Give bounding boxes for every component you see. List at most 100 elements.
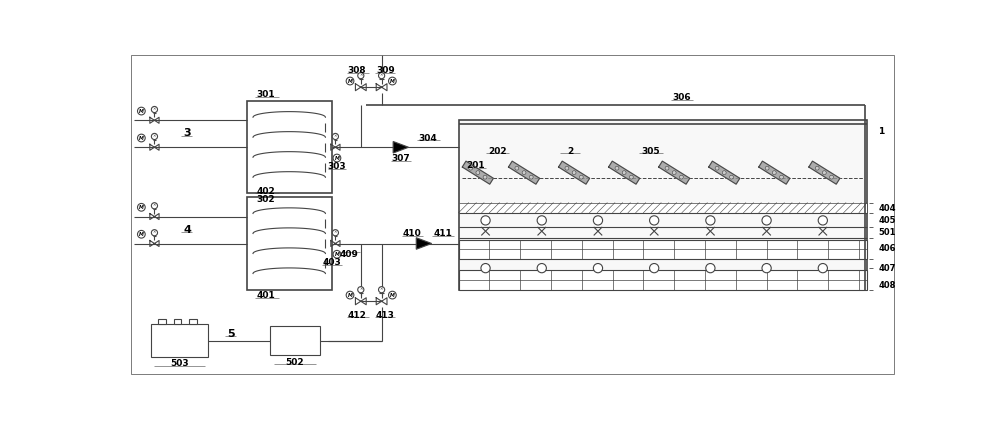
Circle shape (679, 175, 683, 179)
Circle shape (333, 154, 341, 162)
Text: 308: 308 (348, 66, 366, 75)
Text: M: M (335, 156, 339, 161)
Circle shape (522, 171, 526, 175)
Circle shape (572, 171, 576, 175)
Polygon shape (709, 161, 740, 184)
Text: M: M (139, 205, 144, 210)
Circle shape (822, 171, 826, 175)
Circle shape (515, 166, 519, 170)
Text: 3: 3 (184, 128, 191, 139)
Circle shape (476, 171, 480, 175)
Polygon shape (809, 161, 840, 184)
Circle shape (379, 73, 385, 79)
Circle shape (151, 203, 158, 209)
Text: M: M (348, 79, 352, 84)
Text: ✕: ✕ (380, 74, 383, 78)
Polygon shape (559, 161, 590, 184)
Text: 403: 403 (322, 258, 341, 267)
Polygon shape (393, 142, 409, 153)
Text: 302: 302 (257, 195, 275, 204)
Circle shape (818, 264, 827, 273)
Circle shape (537, 264, 546, 273)
Text: 404: 404 (878, 204, 896, 212)
Text: 413: 413 (376, 311, 395, 320)
Circle shape (138, 107, 145, 115)
Circle shape (780, 175, 783, 179)
Text: M: M (139, 232, 144, 237)
Bar (189, 319, 197, 324)
Circle shape (706, 264, 715, 273)
Circle shape (650, 216, 659, 225)
Text: 411: 411 (434, 229, 453, 238)
Circle shape (765, 166, 769, 170)
Circle shape (151, 230, 158, 236)
Circle shape (379, 286, 385, 293)
Bar (459, 120, 867, 290)
Text: ✕: ✕ (380, 288, 383, 292)
Text: 408: 408 (878, 281, 896, 290)
Polygon shape (509, 161, 540, 184)
Circle shape (151, 106, 158, 113)
Circle shape (537, 216, 546, 225)
Text: 1: 1 (878, 128, 885, 136)
Bar (247, 101, 332, 193)
Text: 301: 301 (257, 91, 275, 99)
Text: M: M (390, 79, 395, 84)
Text: 201: 201 (466, 161, 485, 170)
Polygon shape (659, 161, 690, 184)
Circle shape (615, 166, 619, 170)
Text: M: M (139, 108, 144, 113)
Circle shape (358, 73, 364, 79)
Circle shape (138, 134, 145, 142)
Circle shape (469, 166, 473, 170)
Text: ✕: ✕ (153, 108, 156, 111)
Circle shape (650, 264, 659, 273)
Circle shape (772, 171, 776, 175)
Text: 405: 405 (878, 216, 896, 225)
Text: 401: 401 (257, 292, 275, 300)
Circle shape (629, 175, 633, 179)
Text: 4: 4 (184, 225, 191, 235)
Text: 503: 503 (170, 359, 188, 368)
Circle shape (389, 77, 396, 85)
Circle shape (333, 250, 341, 258)
Text: 309: 309 (376, 66, 395, 75)
Bar (459, 203, 867, 212)
Text: ✕: ✕ (334, 231, 337, 235)
Circle shape (151, 133, 158, 139)
Circle shape (358, 286, 364, 293)
Text: ✕: ✕ (334, 134, 337, 139)
Text: 305: 305 (642, 147, 660, 156)
Circle shape (593, 264, 603, 273)
Circle shape (138, 230, 145, 238)
Text: M: M (348, 292, 352, 298)
Bar (459, 270, 867, 290)
Text: 407: 407 (878, 264, 896, 273)
Circle shape (622, 171, 626, 175)
Bar (247, 197, 332, 290)
Circle shape (815, 166, 819, 170)
Bar (151, 324, 208, 357)
Circle shape (722, 171, 726, 175)
Circle shape (346, 77, 354, 85)
Circle shape (706, 216, 715, 225)
Circle shape (332, 133, 338, 139)
Circle shape (715, 166, 719, 170)
Circle shape (138, 204, 145, 211)
Circle shape (818, 216, 827, 225)
Polygon shape (609, 161, 640, 184)
Text: 410: 410 (403, 229, 422, 238)
Text: ✕: ✕ (153, 134, 156, 139)
Bar (174, 319, 181, 324)
Text: 306: 306 (673, 93, 691, 102)
Circle shape (332, 230, 338, 236)
Text: 202: 202 (488, 147, 506, 156)
Text: 307: 307 (391, 154, 410, 163)
Text: 304: 304 (418, 133, 437, 142)
Circle shape (565, 166, 569, 170)
Circle shape (389, 291, 396, 299)
Circle shape (529, 175, 533, 179)
Text: ✕: ✕ (359, 288, 363, 292)
Circle shape (481, 216, 490, 225)
Text: 303: 303 (328, 162, 346, 171)
